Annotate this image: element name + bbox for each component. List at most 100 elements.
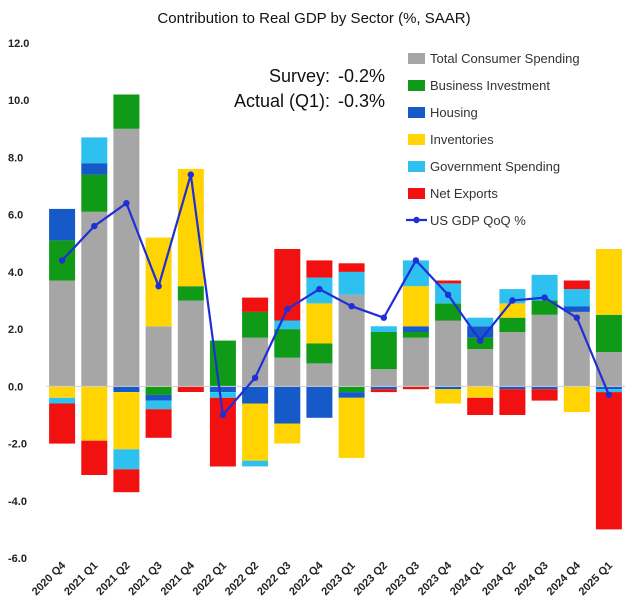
- bar-segment-business-investment-3: [145, 386, 172, 395]
- bar-segment-total-consumer-spending-4: [177, 300, 204, 387]
- legend-label-0: Total Consumer Spending: [430, 51, 580, 66]
- bar-segment-government-spending-7: [274, 320, 301, 330]
- bar-segment-housing-6: [242, 386, 269, 404]
- bars-layer: [49, 94, 622, 530]
- bar-segment-net-exports-15: [531, 389, 558, 401]
- bar-segment-inventories-12: [435, 389, 462, 404]
- bar-segment-business-investment-17: [595, 314, 622, 352]
- bar-segment-business-investment-2: [113, 94, 140, 129]
- bar-segment-total-consumer-spending-14: [499, 332, 526, 387]
- bar-segment-net-exports-0: [49, 403, 76, 444]
- gdp-point-4: [187, 171, 194, 178]
- gdp-point-0: [58, 257, 66, 264]
- bar-segment-housing-5: [209, 386, 236, 392]
- gdp-point-17: [605, 391, 613, 399]
- bar-segment-net-exports-1: [81, 440, 108, 475]
- legend-label-2: Housing: [430, 105, 478, 120]
- y-tick-label: 4.0: [8, 267, 23, 279]
- x-tick-label: 2020 Q4: [30, 559, 69, 598]
- bar-segment-inventories-8: [306, 303, 333, 344]
- legend-swatch-2: [408, 107, 425, 118]
- gdp-point-12: [444, 291, 452, 298]
- bar-segment-business-investment-1: [81, 174, 108, 212]
- bar-segment-total-consumer-spending-11: [402, 337, 429, 387]
- bar-segment-government-spending-13: [467, 317, 494, 327]
- bar-segment-housing-11: [402, 326, 429, 332]
- y-axis-ticks: 12.0 10.0 8.0 6.0 4.0 2.0 0.0 -2.0 -4.0 -6.0: [8, 38, 29, 565]
- bar-segment-government-spending-11: [402, 260, 429, 287]
- bar-segment-government-spending-6: [242, 460, 269, 467]
- gdp-point-11: [412, 257, 420, 264]
- bar-segment-housing-7: [274, 386, 301, 424]
- gdp-point-10: [380, 314, 387, 321]
- actual-label: Actual (Q1):: [234, 91, 330, 111]
- bar-segment-total-consumer-spending-10: [370, 369, 397, 387]
- bar-segment-net-exports-2: [113, 469, 140, 493]
- x-tick-label: 2021 Q2: [94, 560, 132, 598]
- legend-label-4: Government Spending: [430, 159, 560, 174]
- bar-segment-inventories-4: [177, 168, 204, 287]
- y-tick-label: 10.0: [8, 95, 29, 107]
- bar-segment-business-investment-4: [177, 286, 204, 301]
- legend-label-gdp: US GDP QoQ %: [430, 213, 526, 228]
- bar-segment-government-spending-10: [370, 326, 397, 332]
- bar-segment-housing-0: [49, 208, 76, 241]
- gdp-point-13: [477, 337, 484, 344]
- bar-segment-housing-14: [499, 386, 526, 390]
- bar-segment-total-consumer-spending-13: [467, 349, 494, 387]
- legend-line-marker: [413, 216, 420, 224]
- y-tick-label: 2.0: [8, 324, 23, 336]
- gdp-line: [61, 174, 610, 418]
- x-tick-label: 2022 Q1: [191, 560, 229, 598]
- bar-segment-inventories-2: [113, 392, 140, 450]
- bar-segment-total-consumer-spending-0: [49, 280, 76, 387]
- survey-value: -0.2%: [338, 66, 385, 86]
- bar-segment-government-spending-1: [81, 137, 108, 164]
- bar-segment-government-spending-3: [145, 400, 172, 410]
- bar-segment-housing-1: [81, 163, 108, 175]
- bar-segment-inventories-17: [595, 249, 622, 315]
- bar-segment-net-exports-3: [145, 409, 172, 438]
- bar-segment-net-exports-12: [435, 280, 462, 284]
- bar-segment-inventories-13: [467, 386, 494, 398]
- bar-segment-inventories-0: [49, 386, 76, 398]
- x-tick-label: 2025 Q1: [577, 560, 615, 598]
- bar-segment-government-spending-5: [209, 392, 236, 398]
- bar-segment-net-exports-9: [338, 263, 365, 272]
- x-tick-label: 2024 Q3: [512, 560, 550, 598]
- bar-segment-housing-2: [113, 386, 140, 392]
- bar-segment-net-exports-11: [402, 386, 429, 390]
- x-tick-label: 2024 Q2: [480, 560, 518, 598]
- bar-segment-housing-3: [145, 394, 172, 401]
- bar-segment-total-consumer-spending-7: [274, 357, 301, 387]
- annotations: Survey: -0.2% Actual (Q1): -0.3%: [234, 66, 385, 111]
- bar-segment-housing-13: [467, 326, 494, 338]
- bar-segment-net-exports-8: [306, 260, 333, 278]
- legend-swatch-1: [408, 80, 425, 91]
- bar-segment-net-exports-6: [242, 297, 269, 312]
- y-tick-label: -4.0: [8, 496, 27, 508]
- bar-segment-business-investment-11: [402, 332, 429, 338]
- x-tick-label: 2023 Q3: [384, 560, 422, 598]
- gdp-point-1: [91, 222, 98, 230]
- bar-segment-net-exports-14: [499, 389, 526, 415]
- x-tick-label: 2021 Q4: [159, 559, 198, 598]
- survey-label: Survey:: [269, 66, 330, 86]
- bar-segment-total-consumer-spending-17: [595, 352, 622, 387]
- bar-segment-business-investment-6: [242, 311, 269, 338]
- bar-segment-housing-12: [435, 386, 462, 390]
- gdp-point-9: [348, 303, 355, 310]
- bar-segment-government-spending-17: [595, 389, 622, 393]
- bar-segment-net-exports-16: [563, 280, 590, 290]
- legend: Total Consumer Spending Business Investme…: [406, 51, 580, 228]
- gdp-point-2: [123, 200, 130, 207]
- gdp-point-8: [316, 285, 323, 293]
- bar-segment-business-investment-7: [274, 329, 301, 358]
- bar-segment-business-investment-15: [531, 300, 558, 315]
- gdp-point-3: [155, 283, 162, 290]
- gdp-point-5: [219, 411, 227, 419]
- bar-segment-government-spending-16: [563, 289, 590, 307]
